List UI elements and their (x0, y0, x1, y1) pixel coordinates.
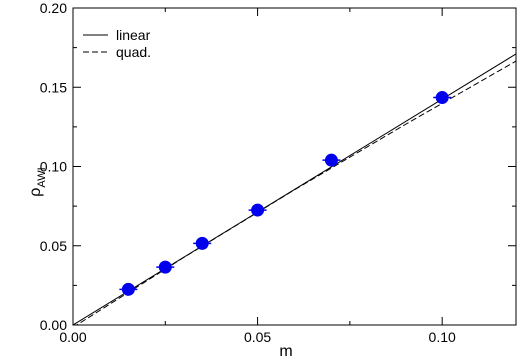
data-point (433, 91, 452, 105)
data-points (119, 91, 452, 296)
data-marker (251, 203, 265, 217)
y-tick-label: 0.15 (40, 79, 67, 95)
y-axis-label-main: ρ (27, 188, 44, 197)
data-marker (195, 236, 209, 250)
y-axis-label: ρAWI (27, 167, 48, 196)
y-axis-label-subscript: AWI (36, 167, 48, 187)
data-marker (324, 153, 338, 167)
x-tick-label: 0.00 (59, 329, 86, 345)
x-tick-label: 0.05 (244, 329, 271, 345)
x-tick-label: 0.10 (429, 329, 456, 345)
legend-label: quad. (116, 44, 151, 60)
data-point (193, 236, 212, 250)
legend-label: linear (116, 27, 151, 43)
x-axis-label: m (279, 343, 292, 360)
data-point (248, 203, 267, 217)
data-marker (435, 91, 449, 105)
data-marker (158, 260, 172, 274)
fit-line-quad (75, 60, 516, 325)
y-tick-label: 0.10 (40, 159, 67, 175)
y-tick-label: 0.20 (40, 0, 67, 16)
data-point (156, 260, 175, 274)
axes: 0.00 0.05 0.10 0.00 0.05 0.10 0.15 0.20 (40, 0, 516, 345)
y-tick-label: 0.05 (40, 238, 67, 254)
data-marker (121, 282, 135, 296)
data-point (322, 153, 341, 167)
y-tick-label: 0.00 (40, 317, 67, 333)
data-point (119, 282, 138, 296)
fit-line-linear (73, 53, 516, 325)
fit-lines (73, 53, 516, 325)
